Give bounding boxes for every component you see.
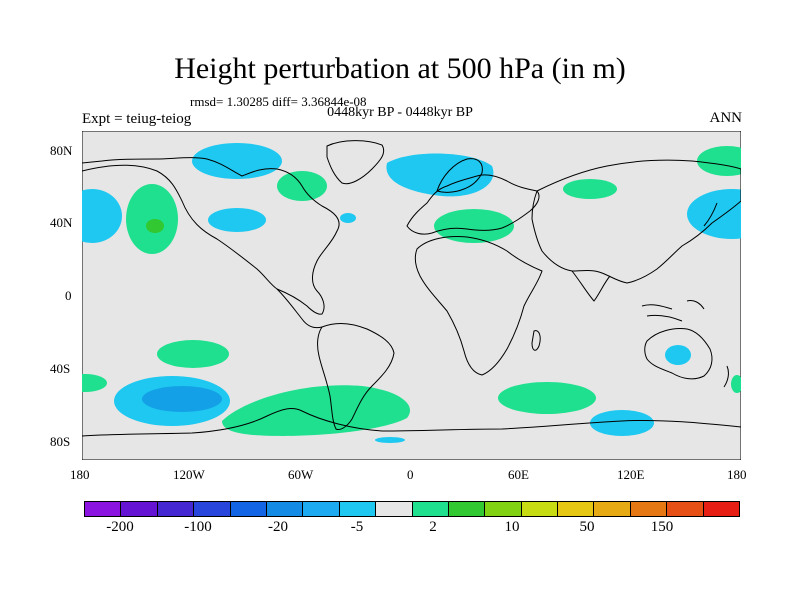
colorbar-segment (703, 502, 740, 516)
colorbar-segment (121, 502, 158, 516)
pos-south-atlantic-west (82, 374, 107, 392)
madagascar-outline (531, 330, 541, 351)
colorbar-segment (667, 502, 704, 516)
colorbar-label-50: 50 (579, 519, 595, 535)
stats-text: rmsd= 1.30285 diff= 3.36844e-08 (190, 94, 367, 109)
central-america-outline (276, 288, 323, 329)
neg-north-pacific-west (82, 189, 122, 243)
x-tick-60e: 60E (508, 467, 529, 482)
pos-east-edge (731, 375, 741, 393)
greenland-outline (326, 140, 385, 185)
colorbar-segment (558, 502, 595, 516)
colorbar-label-150: 150 (650, 519, 674, 535)
india-outline (571, 270, 611, 302)
colorbar-segment (630, 502, 668, 516)
y-tick-80n: 80N (50, 143, 73, 158)
colorbar-segment (485, 502, 522, 516)
scandinavia-outline (436, 158, 483, 193)
neg-north-america (208, 208, 266, 232)
x-tick-60w: 60W (288, 467, 314, 482)
antarctica-outline (82, 408, 741, 437)
neg-atlantic-small (340, 213, 356, 223)
colorbar-segment (194, 502, 231, 516)
colorbar-label-neg100: -100 (184, 519, 212, 535)
colorbar-segment (521, 502, 559, 516)
colorbar-segment (230, 502, 267, 516)
colorbar-label-neg20: -20 (268, 519, 288, 535)
x-tick-0: 0 (407, 467, 414, 482)
colorbar (84, 501, 740, 517)
pos-north-pacific-core (146, 219, 164, 233)
y-tick-40s: 40S (50, 361, 71, 376)
coastlines (82, 140, 741, 437)
x-tick-120e: 120E (617, 467, 645, 482)
neg-australia (665, 345, 691, 365)
plot-title: Height perturbation at 500 hPa (in m) (174, 52, 626, 85)
experiment-label: Expt = teiug-teiog (82, 111, 192, 127)
pos-indian-ocean (498, 382, 596, 414)
neg-antarctic-small (375, 437, 405, 443)
neg-southern-ocean (590, 410, 654, 436)
period-text: 0448kyr BP - 0448kyr BP (327, 105, 473, 120)
colorbar-segment (85, 502, 122, 516)
se-asia-islands-outline (641, 300, 705, 322)
pos-south-pacific-north (157, 340, 229, 368)
neg-north-pacific-east (687, 189, 741, 239)
neg-south-pacific-core (142, 386, 222, 412)
colorbar-segment (157, 502, 195, 516)
asia-outline (531, 159, 741, 284)
pos-mediterranean (434, 209, 514, 243)
colorbar-segment (448, 502, 486, 516)
y-tick-40n: 40N (50, 215, 73, 230)
pos-arctic-east (697, 146, 741, 176)
season-label: ANN (709, 110, 743, 126)
south-america-outline (317, 322, 395, 430)
colorbar-segment (303, 502, 340, 516)
africa-outline (414, 236, 543, 376)
y-tick-80s: 80S (50, 434, 71, 449)
colorbar-label-10: 10 (504, 519, 520, 535)
colorbar-label-2: 2 (429, 519, 437, 535)
pos-north-pacific (126, 184, 178, 254)
australia-outline (644, 328, 713, 380)
colorbar-label-neg5: -5 (350, 519, 364, 535)
map-plot (82, 131, 741, 460)
y-tick-0: 0 (65, 288, 72, 303)
x-tick-120w: 120W (173, 467, 205, 482)
neg-scandinavia (386, 153, 494, 197)
colorbar-segment (412, 502, 449, 516)
colorbar-segment (339, 502, 377, 516)
colorbar-segment (266, 502, 304, 516)
new-zealand-outline (723, 365, 729, 388)
colorbar-segment (594, 502, 631, 516)
x-tick-180e: 180 (727, 467, 747, 482)
pos-siberia (563, 179, 617, 199)
japan-outline (703, 202, 718, 227)
x-tick-180w: 180 (70, 467, 90, 482)
colorbar-label-neg200: -200 (106, 519, 134, 535)
north-america-outline (82, 157, 340, 315)
colorbar-segment (376, 502, 413, 516)
